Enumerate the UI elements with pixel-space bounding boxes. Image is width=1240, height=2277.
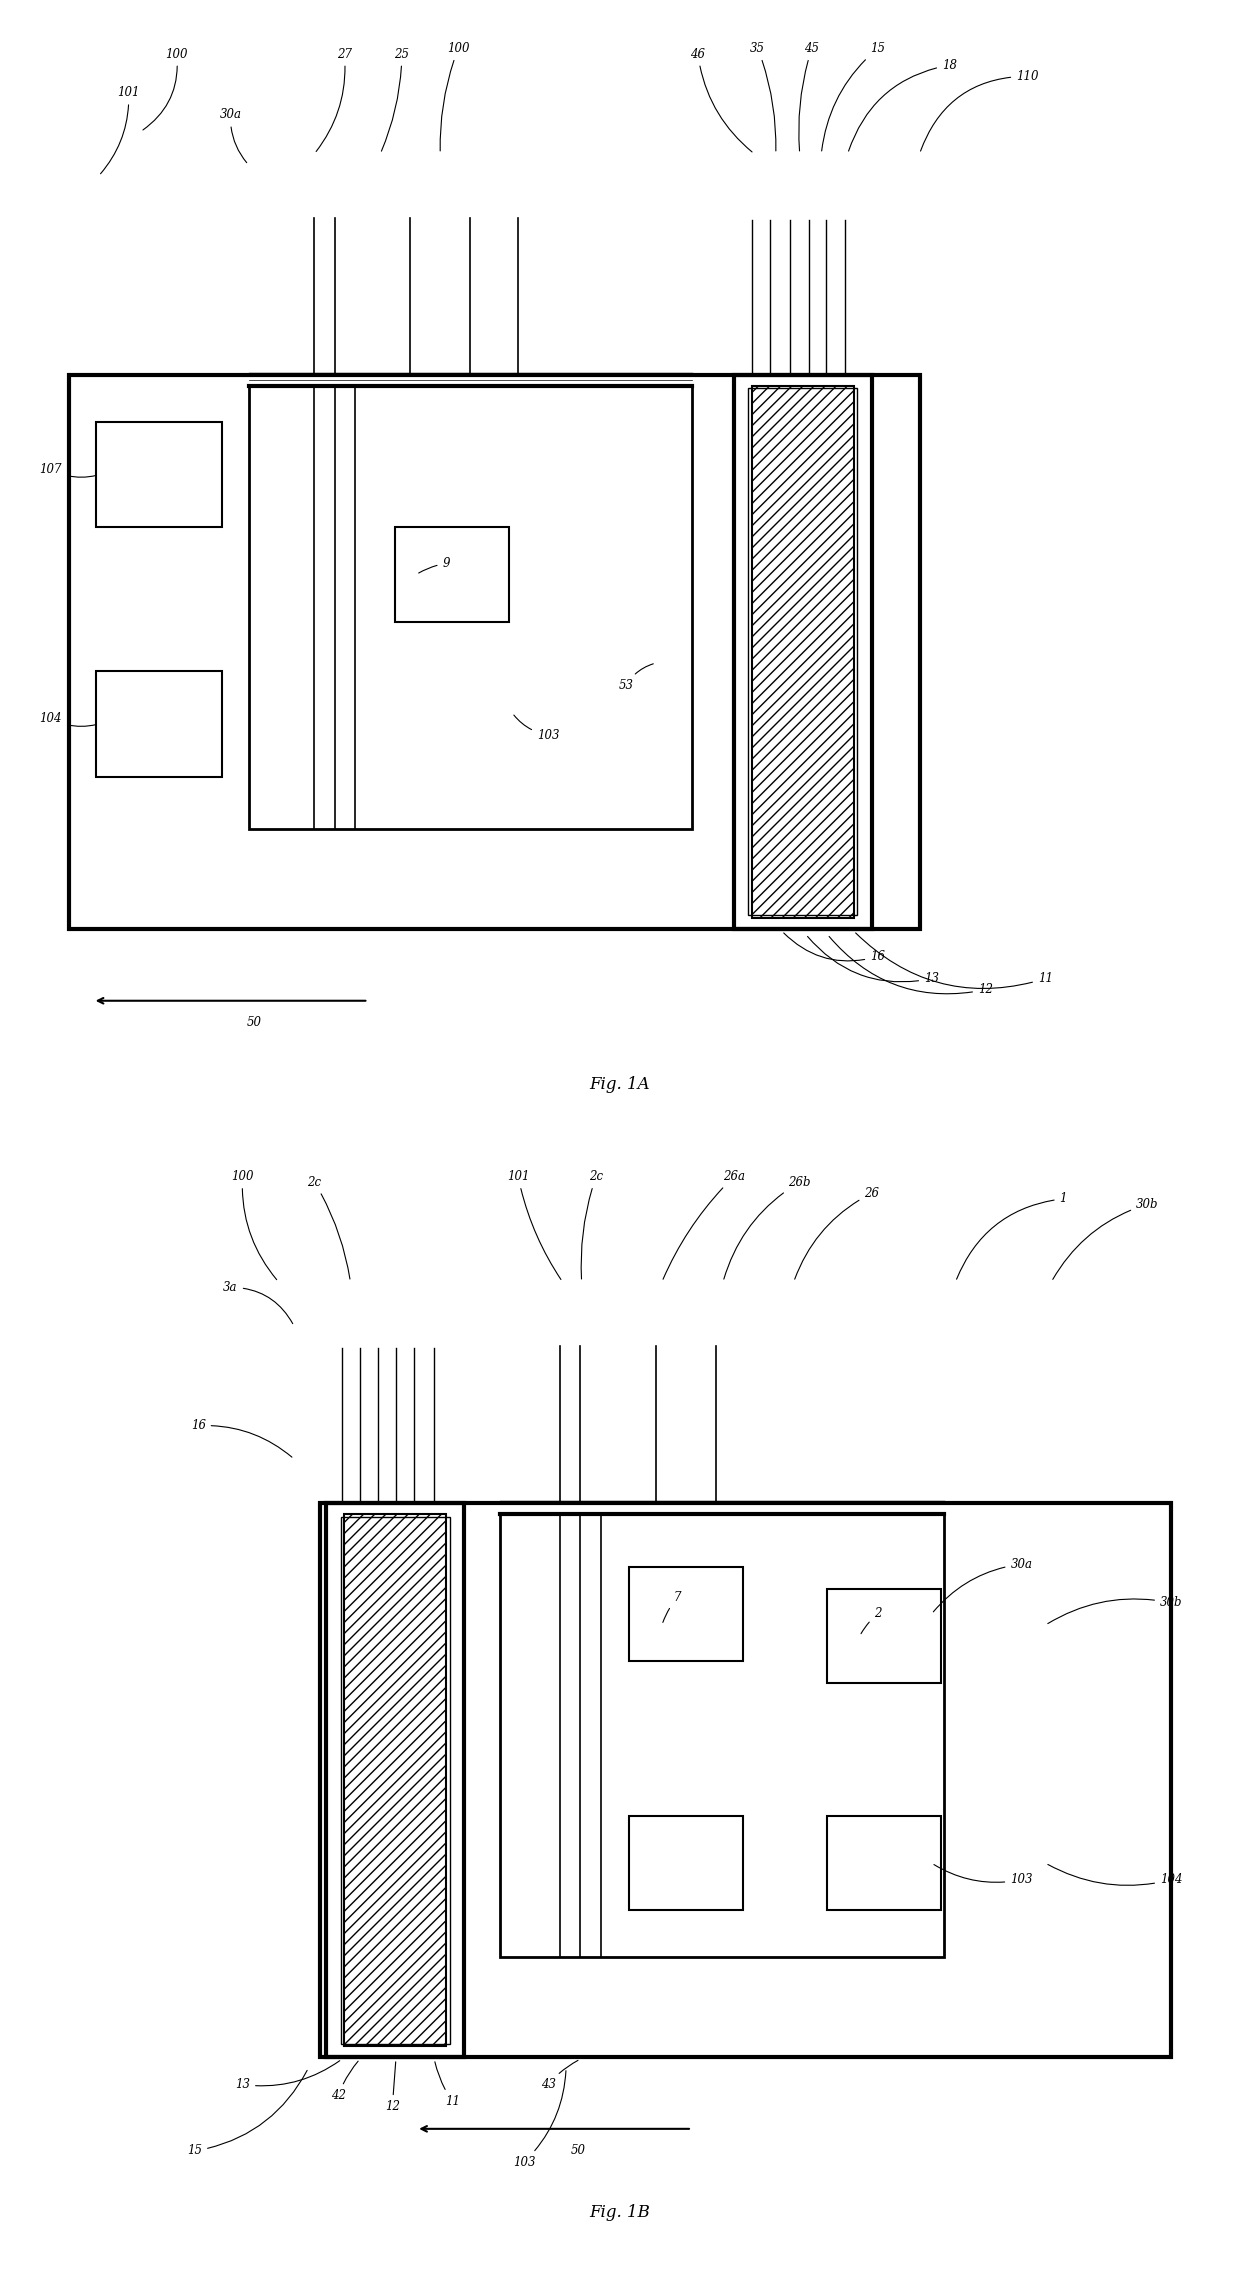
Text: 26: 26 xyxy=(795,1186,879,1280)
Bar xyxy=(396,528,510,622)
Text: 46: 46 xyxy=(691,48,751,153)
Text: 35: 35 xyxy=(750,41,776,150)
Text: 25: 25 xyxy=(382,48,409,150)
Text: 13: 13 xyxy=(807,936,939,986)
Bar xyxy=(345,1514,446,2045)
Bar xyxy=(320,1503,1172,2056)
Bar xyxy=(95,672,222,776)
Bar xyxy=(751,387,853,918)
Text: 9: 9 xyxy=(419,558,450,574)
Bar xyxy=(95,421,222,528)
Text: Fig. 1A: Fig. 1A xyxy=(590,1077,650,1093)
Text: 16: 16 xyxy=(784,934,885,963)
Bar xyxy=(500,1514,944,1958)
Bar xyxy=(326,1503,464,2056)
Text: 104: 104 xyxy=(40,713,95,726)
Text: 1: 1 xyxy=(956,1193,1068,1280)
Text: 15: 15 xyxy=(187,2070,308,2159)
Text: 13: 13 xyxy=(236,2061,340,2090)
Text: 53: 53 xyxy=(619,665,653,692)
Text: 50: 50 xyxy=(247,1016,262,1029)
Text: 103: 103 xyxy=(934,1865,1033,1885)
Bar xyxy=(629,1817,743,1910)
Bar xyxy=(248,387,692,829)
Text: 30b: 30b xyxy=(1053,1198,1158,1280)
Text: 12: 12 xyxy=(384,2063,399,2113)
Text: 42: 42 xyxy=(331,2061,358,2102)
Bar xyxy=(68,376,920,929)
Bar xyxy=(341,1516,450,2042)
Bar xyxy=(827,1817,941,1910)
Text: 100: 100 xyxy=(232,1170,277,1280)
Bar xyxy=(629,1567,743,1660)
Text: 26b: 26b xyxy=(724,1175,811,1280)
Text: 45: 45 xyxy=(799,41,820,150)
Text: 15: 15 xyxy=(822,41,885,150)
Text: 43: 43 xyxy=(541,2061,578,2090)
Text: 30a: 30a xyxy=(934,1557,1033,1612)
Bar xyxy=(734,376,872,929)
Text: 30a: 30a xyxy=(219,109,247,162)
Text: 11: 11 xyxy=(856,934,1053,988)
Text: 3a: 3a xyxy=(223,1282,293,1323)
Text: 7: 7 xyxy=(663,1592,681,1624)
Text: 103: 103 xyxy=(513,715,559,742)
Text: 18: 18 xyxy=(848,59,957,150)
Text: Fig. 1B: Fig. 1B xyxy=(589,2204,651,2222)
Text: 11: 11 xyxy=(435,2061,460,2109)
Text: 27: 27 xyxy=(316,48,352,153)
Text: 100: 100 xyxy=(440,41,470,150)
Text: 110: 110 xyxy=(920,71,1039,150)
Text: 2: 2 xyxy=(861,1608,882,1633)
Text: 16: 16 xyxy=(191,1419,291,1457)
Text: 50: 50 xyxy=(570,2145,585,2159)
Text: 12: 12 xyxy=(830,936,993,995)
Text: 103: 103 xyxy=(513,2070,565,2168)
Text: 2c: 2c xyxy=(308,1175,350,1280)
Text: 101: 101 xyxy=(100,87,140,173)
Text: 107: 107 xyxy=(40,462,95,478)
Bar xyxy=(827,1589,941,1683)
Text: 30b: 30b xyxy=(1048,1596,1183,1624)
Text: 2c: 2c xyxy=(582,1170,603,1280)
Bar xyxy=(748,389,857,915)
Text: 26a: 26a xyxy=(663,1170,745,1280)
Text: 101: 101 xyxy=(507,1170,560,1280)
Text: 104: 104 xyxy=(1048,1865,1183,1885)
Text: 100: 100 xyxy=(143,48,188,130)
